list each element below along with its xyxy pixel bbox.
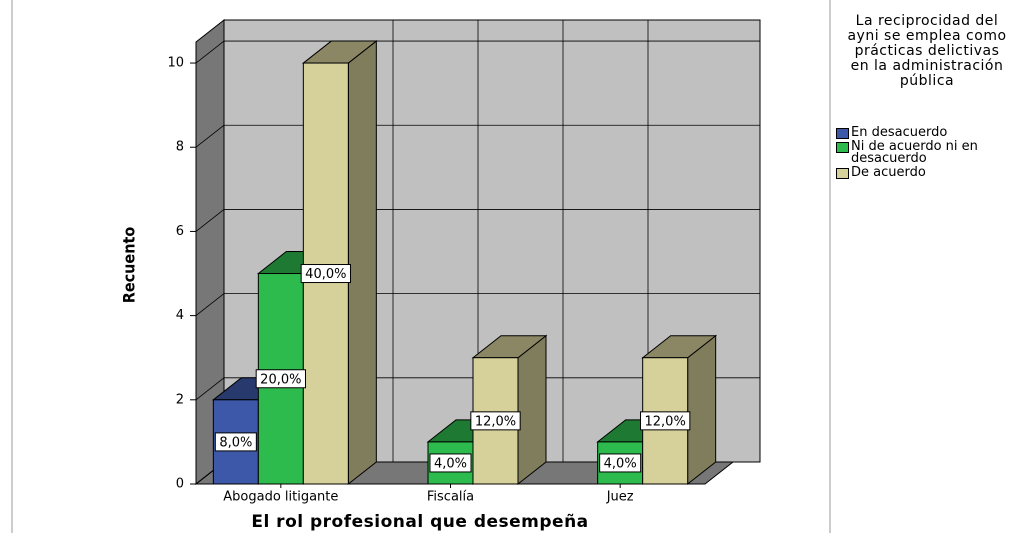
value-label-text: 12,0% xyxy=(475,414,516,429)
value-label-text: 4,0% xyxy=(434,456,467,471)
legend-label: De acuerdo xyxy=(851,165,926,180)
legend-swatch xyxy=(836,168,849,179)
legend-title: La reciprocidad del ayni se emplea como … xyxy=(847,13,1007,89)
value-label: 12,0% xyxy=(470,411,521,431)
legend-item: En desacuerdo xyxy=(836,125,1024,140)
y-tick-label: 8 xyxy=(176,140,184,155)
value-label-text: 8,0% xyxy=(219,435,252,450)
value-label: 40,0% xyxy=(300,264,351,284)
grid-line xyxy=(195,377,225,401)
value-label: 8,0% xyxy=(214,432,257,452)
grid-line xyxy=(195,293,225,316)
x-axis-label: El rol profesional que desempeña xyxy=(251,512,588,532)
value-label-text: 20,0% xyxy=(260,372,301,387)
value-label: 4,0% xyxy=(429,453,472,473)
value-label-box xyxy=(640,411,691,431)
bar xyxy=(471,334,548,486)
value-label-box xyxy=(470,411,521,431)
grid-line xyxy=(195,40,225,64)
value-label-box xyxy=(214,432,257,452)
grid-line xyxy=(195,209,225,232)
value-label-box xyxy=(255,369,306,389)
bar xyxy=(301,40,378,486)
value-label-text: 12,0% xyxy=(645,414,686,429)
y-tick-label: 0 xyxy=(176,477,184,492)
value-label-box xyxy=(599,453,642,473)
y-tick-label: 4 xyxy=(176,308,184,323)
legend-swatch xyxy=(836,128,849,139)
y-tick-label: 10 xyxy=(167,56,184,71)
value-label-box xyxy=(429,453,472,473)
x-tick-label: Fiscalía xyxy=(427,490,474,505)
value-label: 4,0% xyxy=(599,453,642,473)
bar xyxy=(641,334,718,486)
grid-line xyxy=(195,124,225,148)
y-tick-label: 6 xyxy=(176,224,184,239)
y-axis-label: Recuento xyxy=(120,227,139,304)
bar-side xyxy=(347,40,377,486)
legend-item: De acuerdo xyxy=(836,165,1024,180)
x-tick-label: Juez xyxy=(606,490,634,505)
x-tick-label: Abogado litigante xyxy=(223,490,338,505)
value-label-box xyxy=(300,264,351,284)
legend-label: En desacuerdo xyxy=(851,125,948,140)
y-tick-label: 2 xyxy=(176,392,184,407)
value-label: 12,0% xyxy=(640,411,691,431)
legend-item: Ni de acuerdo ni en desacuerdo xyxy=(836,139,1024,166)
legend-label: Ni de acuerdo ni en desacuerdo xyxy=(851,139,978,166)
value-label: 20,0% xyxy=(255,369,306,389)
bar-side xyxy=(517,334,547,486)
legend-swatch xyxy=(836,142,849,153)
bar-side xyxy=(687,334,717,486)
value-label-text: 4,0% xyxy=(604,456,637,471)
value-label-text: 40,0% xyxy=(305,267,346,282)
